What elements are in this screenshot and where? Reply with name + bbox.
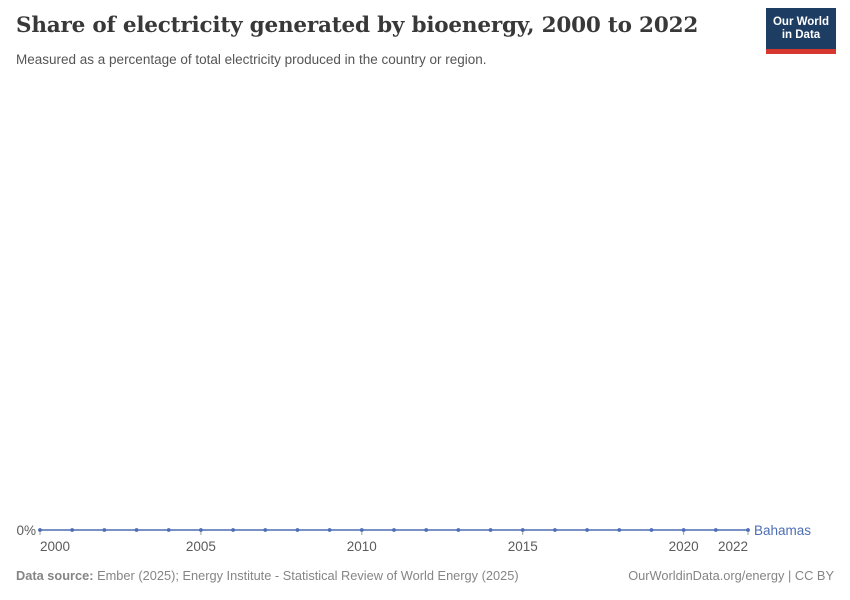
data-source: Data source: Ember (2025); Energy Instit… <box>16 568 519 583</box>
data-point <box>746 528 750 532</box>
data-point <box>681 528 686 532</box>
data-point <box>520 528 525 532</box>
page-title: Share of electricity generated by bioene… <box>16 13 699 38</box>
data-point <box>585 528 589 532</box>
data-point <box>488 528 493 532</box>
data-point <box>102 528 107 532</box>
data-point <box>199 528 203 532</box>
attribution-link[interactable]: OurWorldinData.org/energy | CC BY <box>628 568 834 583</box>
data-source-text: Ember (2025); Energy Institute - Statist… <box>97 568 519 583</box>
y-axis-tick-label: 0% <box>16 523 36 538</box>
x-axis-tick-label: 2015 <box>508 539 538 554</box>
x-axis-tick-label: 2022 <box>718 539 748 554</box>
owid-logo: Our World in Data <box>766 8 836 54</box>
data-point <box>38 528 42 532</box>
x-axis-tick-label: 2010 <box>347 539 377 554</box>
data-point <box>617 528 622 532</box>
data-point <box>713 528 718 532</box>
data-point <box>424 528 429 532</box>
data-point <box>231 528 235 532</box>
x-axis-tick-label: 2020 <box>669 539 699 554</box>
entity-label: Bahamas <box>754 523 811 538</box>
data-point <box>553 528 557 532</box>
data-point <box>456 528 461 532</box>
data-point <box>134 528 139 532</box>
owid-logo-line2: in Data <box>781 28 821 41</box>
data-point <box>649 528 654 532</box>
data-source-label: Data source: <box>16 568 94 583</box>
page-subtitle: Measured as a percentage of total electr… <box>16 52 487 67</box>
data-point <box>359 528 364 532</box>
data-point <box>295 528 300 532</box>
owid-logo-line1: Our World <box>772 15 829 28</box>
data-point <box>70 528 75 532</box>
data-point <box>263 528 268 532</box>
x-axis-tick-label: 2005 <box>186 539 216 554</box>
data-point <box>392 528 396 532</box>
x-axis-tick-label: 2000 <box>40 539 70 554</box>
data-point <box>166 528 171 532</box>
data-point <box>327 528 332 532</box>
chart-footer: Data source: Ember (2025); Energy Instit… <box>16 568 834 583</box>
